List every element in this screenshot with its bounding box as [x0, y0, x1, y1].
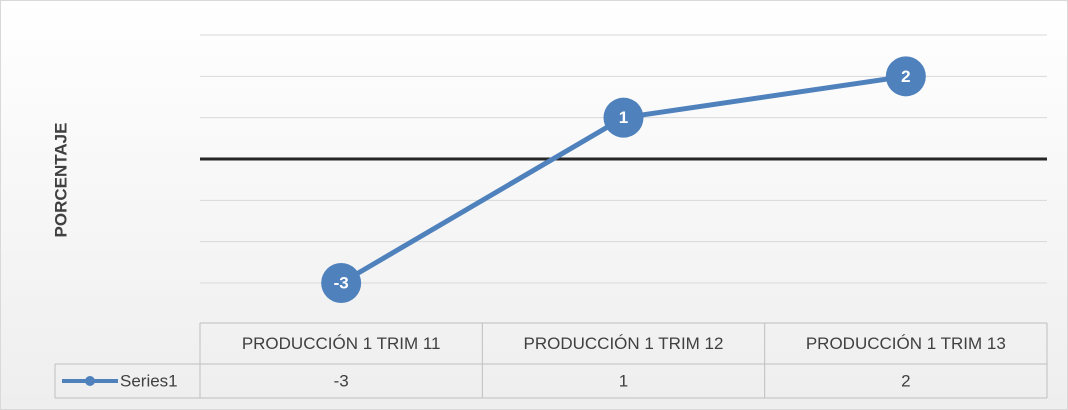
table-value: 1 [619, 371, 628, 390]
x-tick-label: PRODUCCIÓN 1 TRIM 12 [524, 334, 724, 353]
data-label: -3 [334, 273, 349, 292]
table-value: -3 [334, 371, 349, 390]
table-value: 2 [901, 371, 910, 390]
point-marker [321, 263, 362, 303]
x-tick-label: PRODUCCIÓN 1 TRIM 13 [806, 334, 1006, 353]
data-label: 1 [619, 108, 628, 127]
x-tick-label: PRODUCCIÓN 1 TRIM 11 [242, 334, 441, 353]
legend-key-marker [85, 376, 95, 386]
data-label: 2 [901, 67, 910, 86]
point-marker [885, 56, 926, 97]
legend-label: Series1 [120, 371, 178, 390]
y-axis-label: PORCENTAJE [51, 123, 70, 238]
point-marker [603, 97, 644, 138]
